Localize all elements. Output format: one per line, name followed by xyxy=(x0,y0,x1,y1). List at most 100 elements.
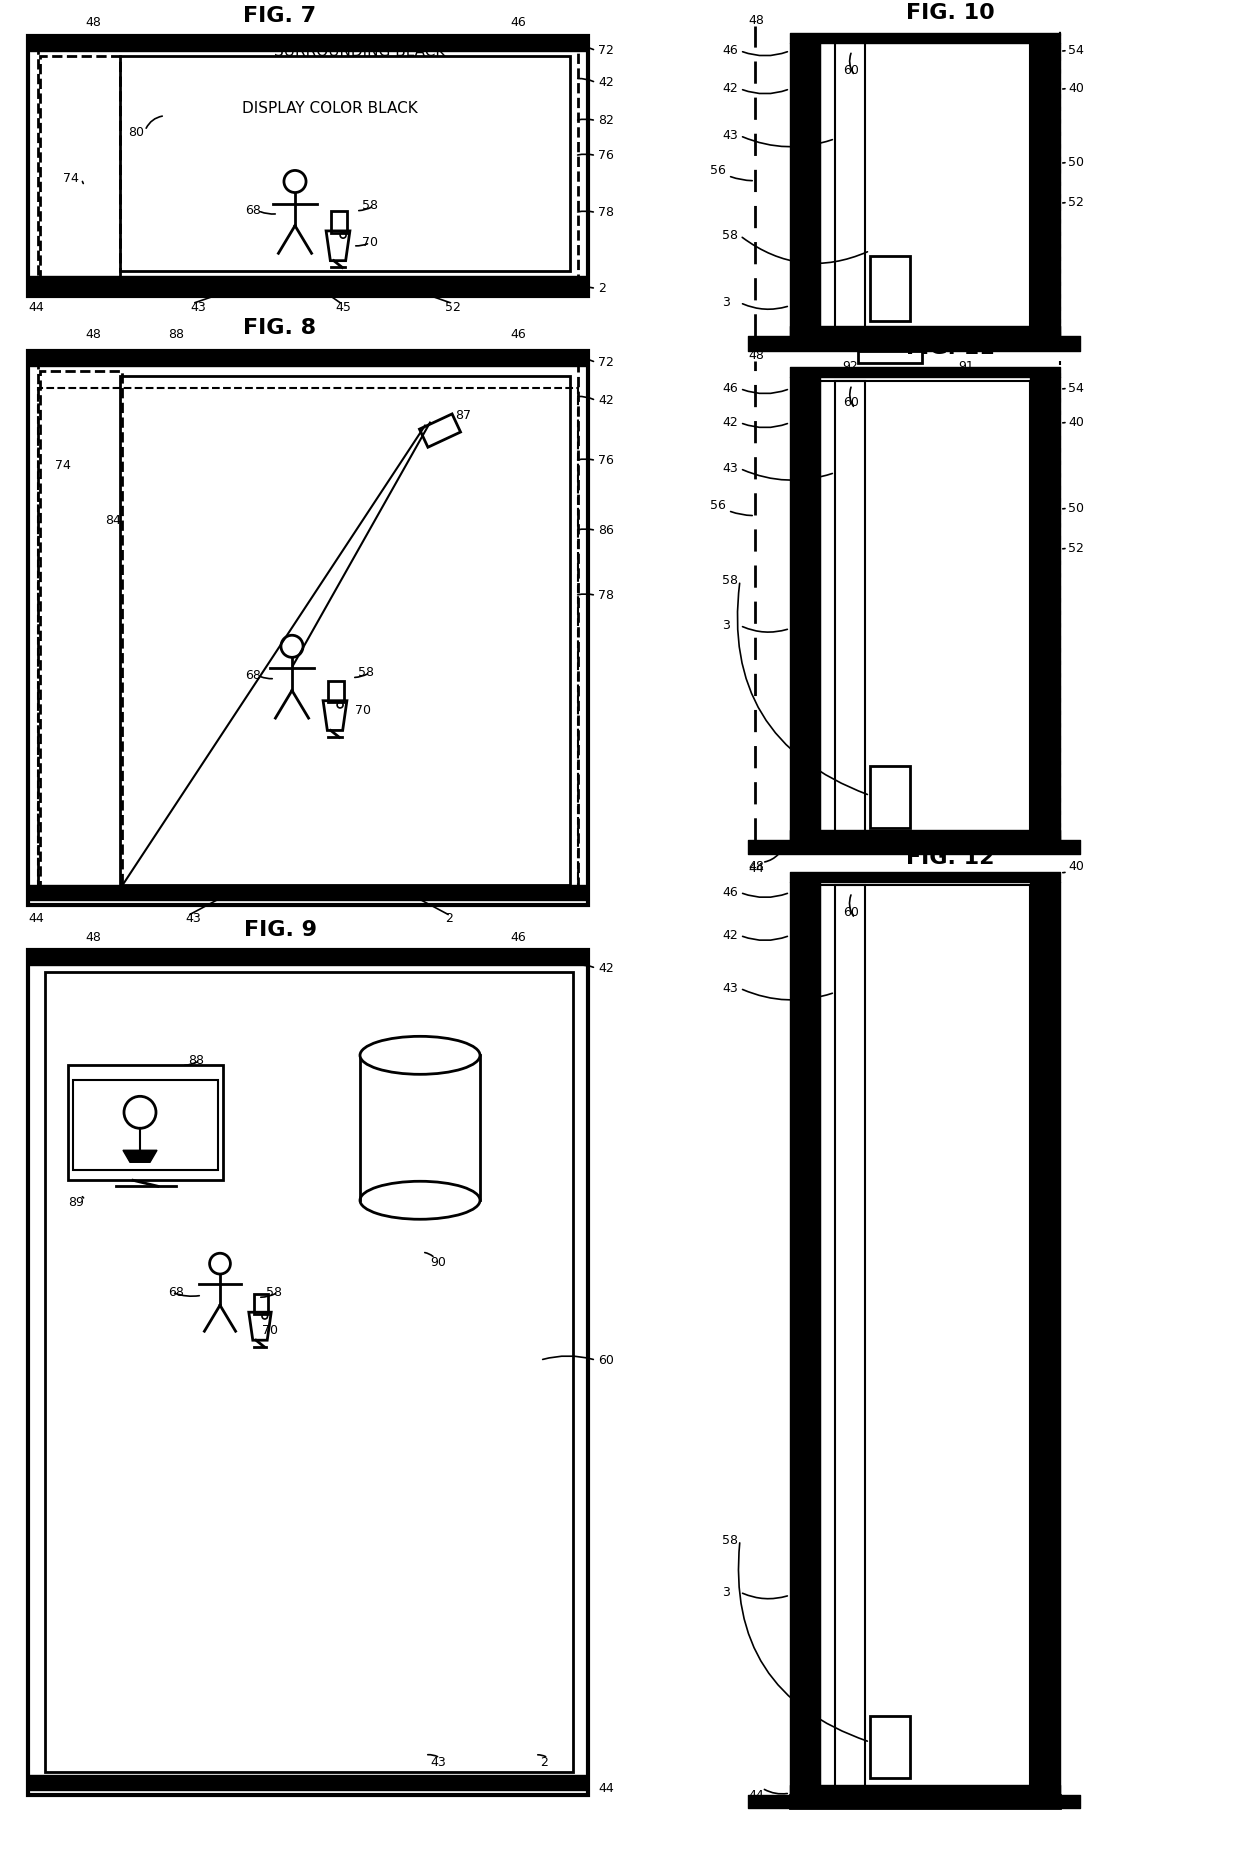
Text: 48: 48 xyxy=(86,17,100,30)
Bar xyxy=(120,376,570,886)
Bar xyxy=(331,211,346,233)
Text: 46: 46 xyxy=(510,327,526,340)
Text: 86: 86 xyxy=(598,524,614,536)
Bar xyxy=(790,1794,1060,1807)
Bar xyxy=(835,41,866,335)
Text: 68: 68 xyxy=(246,670,260,683)
Text: 50: 50 xyxy=(1068,501,1084,514)
Ellipse shape xyxy=(360,1182,480,1219)
Text: 48: 48 xyxy=(86,327,100,340)
Bar xyxy=(38,363,578,892)
Polygon shape xyxy=(419,414,460,448)
Text: 60: 60 xyxy=(843,65,859,78)
Text: 58: 58 xyxy=(362,200,378,213)
Polygon shape xyxy=(123,1151,157,1162)
Text: 40: 40 xyxy=(1068,81,1084,94)
Text: FIG. 10: FIG. 10 xyxy=(905,2,994,22)
Bar xyxy=(40,56,120,285)
Text: 60: 60 xyxy=(598,1354,614,1367)
Bar xyxy=(254,1293,268,1313)
Bar xyxy=(38,44,578,289)
Text: 3: 3 xyxy=(722,296,730,309)
Text: 42: 42 xyxy=(598,394,614,407)
Bar xyxy=(68,1066,223,1180)
Text: 40: 40 xyxy=(1068,416,1084,429)
Text: 45: 45 xyxy=(335,302,351,314)
Bar xyxy=(858,352,923,363)
Bar xyxy=(329,681,343,703)
Text: 87: 87 xyxy=(455,409,471,422)
Text: 70: 70 xyxy=(362,237,378,250)
Bar xyxy=(820,381,1030,840)
Text: 72: 72 xyxy=(598,355,614,370)
Text: 56: 56 xyxy=(711,165,725,178)
Text: 91: 91 xyxy=(959,361,973,374)
Text: 40: 40 xyxy=(1068,860,1084,873)
Text: FIG. 11: FIG. 11 xyxy=(905,337,994,357)
Bar xyxy=(73,1080,218,1171)
Text: 44: 44 xyxy=(598,1782,614,1794)
Text: 42: 42 xyxy=(598,962,614,975)
Text: FIG. 8: FIG. 8 xyxy=(243,318,316,339)
Text: 74: 74 xyxy=(55,459,71,472)
Text: 82: 82 xyxy=(598,115,614,128)
Text: 46: 46 xyxy=(722,886,738,899)
Text: 84: 84 xyxy=(105,514,120,527)
Bar xyxy=(870,766,910,829)
Text: 46: 46 xyxy=(722,44,738,57)
Bar xyxy=(40,370,122,890)
Text: 58: 58 xyxy=(722,574,738,586)
Text: 54: 54 xyxy=(1068,44,1084,57)
Text: 78: 78 xyxy=(598,205,614,218)
Text: 52: 52 xyxy=(445,302,461,314)
Text: 43: 43 xyxy=(722,130,738,142)
Text: 58: 58 xyxy=(722,229,738,242)
Text: 3: 3 xyxy=(722,620,730,633)
Text: 44: 44 xyxy=(29,302,43,314)
Bar xyxy=(29,35,588,296)
Text: 48: 48 xyxy=(748,15,764,28)
Text: 74: 74 xyxy=(63,172,79,185)
Polygon shape xyxy=(249,1312,272,1339)
Bar xyxy=(38,388,578,892)
Text: 80: 80 xyxy=(128,126,144,139)
Text: 48: 48 xyxy=(86,931,100,944)
Text: 44: 44 xyxy=(748,1789,764,1802)
Text: FIG. 7: FIG. 7 xyxy=(243,6,316,26)
Text: 72: 72 xyxy=(598,44,614,57)
Text: 50: 50 xyxy=(1068,155,1084,168)
Text: 70: 70 xyxy=(355,705,371,718)
Text: SURROUNDING BLACK: SURROUNDING BLACK xyxy=(274,44,445,59)
Text: 56: 56 xyxy=(711,500,725,512)
Text: 58: 58 xyxy=(358,666,374,679)
Text: 90: 90 xyxy=(430,1256,446,1269)
Text: 42: 42 xyxy=(722,81,738,94)
Text: 88: 88 xyxy=(167,327,184,340)
Text: 43: 43 xyxy=(722,462,738,475)
Text: 76: 76 xyxy=(598,453,614,466)
Text: 70: 70 xyxy=(262,1325,278,1338)
Text: 43: 43 xyxy=(185,912,201,925)
Bar xyxy=(835,381,866,840)
Bar xyxy=(29,951,588,1794)
Bar xyxy=(870,1717,910,1778)
Text: 54: 54 xyxy=(1068,383,1084,396)
Text: 42: 42 xyxy=(722,416,738,429)
Bar xyxy=(820,886,1030,1794)
Text: 52: 52 xyxy=(1068,196,1084,209)
Bar xyxy=(120,56,570,270)
Ellipse shape xyxy=(360,1036,480,1075)
Text: 76: 76 xyxy=(598,150,614,163)
Text: FIG. 9: FIG. 9 xyxy=(243,921,316,940)
Text: 46: 46 xyxy=(510,931,526,944)
Text: 44: 44 xyxy=(748,862,764,875)
Text: 43: 43 xyxy=(190,302,206,314)
Text: 88: 88 xyxy=(188,1054,205,1067)
Text: 58: 58 xyxy=(722,1534,738,1547)
Bar xyxy=(835,886,866,1794)
Text: 3: 3 xyxy=(722,1585,730,1598)
Text: 46: 46 xyxy=(722,383,738,396)
Text: 89: 89 xyxy=(68,1195,84,1208)
Text: 60: 60 xyxy=(843,396,859,409)
Text: 52: 52 xyxy=(1068,542,1084,555)
